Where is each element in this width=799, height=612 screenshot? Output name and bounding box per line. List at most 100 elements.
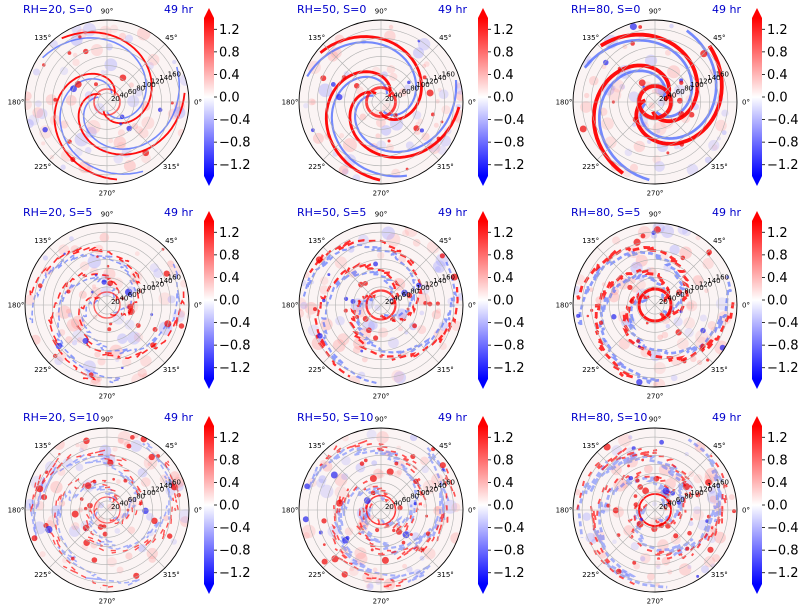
colorbar-tick-label: −0.8 — [493, 544, 525, 559]
angle-tick-label: 270° — [373, 393, 390, 401]
angle-tick-label: 180° — [556, 302, 573, 310]
angle-tick-label: 90° — [649, 416, 661, 424]
panel-title: RH=20, S=5 — [23, 206, 92, 219]
colorbar-gradient — [204, 18, 214, 176]
radial-tick-label: 120 — [699, 486, 712, 494]
radial-tick-label: 20 — [111, 503, 120, 511]
colorbar-tick-label: 0.8 — [219, 453, 240, 468]
radial-tick-label: 140 — [433, 277, 446, 285]
colorbar-tick-label: −0.8 — [767, 544, 799, 559]
angular-gridline — [596, 101, 656, 161]
colorbar-tick-label: −0.4 — [493, 113, 525, 128]
colorbar-tick-label: −0.8 — [219, 136, 251, 151]
colorbar-tick-label: −0.4 — [767, 113, 799, 128]
radial-tick-label: 20 — [659, 298, 668, 306]
angular-gridline — [106, 451, 166, 511]
angle-tick-label: 225° — [582, 571, 599, 579]
colorbar-tick-label: −1.2 — [493, 361, 525, 376]
radial-tick-label: 80 — [410, 493, 419, 501]
colorbar-tick-label: 0.8 — [493, 248, 514, 263]
radial-tick-label: 40 — [667, 92, 676, 100]
radial-tick-label: 160 — [442, 71, 455, 79]
angular-gridline — [654, 451, 714, 511]
radial-tick-label: 140 — [707, 277, 720, 285]
colorbar-extend-min — [204, 176, 214, 186]
colorbar-tick-label: 0.4 — [767, 271, 788, 286]
angular-gridline — [380, 43, 440, 103]
radial-tick-label: 40 — [119, 92, 128, 100]
colorbar-tick-label: 0.0 — [767, 91, 788, 106]
angle-tick-label: 315° — [437, 163, 454, 171]
angle-tick-label: 0° — [468, 99, 476, 107]
angle-tick-label: 135° — [308, 442, 325, 450]
angle-tick-label: 270° — [647, 598, 664, 606]
polar-frame — [298, 19, 464, 185]
angle-tick-label: 180° — [282, 302, 299, 310]
radial-tick-label: 160 — [716, 71, 729, 79]
radial-tick-label: 100 — [142, 81, 155, 89]
radial-tick-label: 20 — [111, 298, 120, 306]
colorbar-tick-label: 1.2 — [219, 431, 240, 446]
angle-tick-label: 135° — [34, 237, 51, 245]
radial-tick-label: 60 — [128, 496, 137, 504]
radial-tick-label: 60 — [676, 496, 685, 504]
angle-tick-label: 180° — [556, 507, 573, 515]
colorbar-extend-max — [478, 416, 488, 426]
radial-tick-label: 120 — [699, 78, 712, 86]
colorbar-tick-label: 1.2 — [493, 226, 514, 241]
angular-gridline — [596, 304, 656, 364]
panel-time-label: 49 hr — [438, 411, 467, 424]
angle-tick-label: 90° — [375, 211, 387, 219]
angle-tick-label: 225° — [582, 163, 599, 171]
angle-tick-label: 135° — [308, 237, 325, 245]
angle-tick-label: 0° — [468, 507, 476, 515]
polar-panel: 0°45°90°135°180°225°270°315°20 40 60 801001… — [8, 3, 251, 198]
colorbar-tick-label: 0.0 — [767, 499, 788, 514]
angular-gridline — [380, 101, 440, 161]
colorbar-tick-label: 0.8 — [767, 453, 788, 468]
radial-tick-label: 120 — [699, 281, 712, 289]
radial-tick-label: 120 — [425, 281, 438, 289]
angle-tick-label: 180° — [8, 99, 25, 107]
colorbar-tick-label: −1.2 — [493, 566, 525, 581]
angular-gridline — [322, 451, 382, 511]
vorticity-field — [25, 232, 188, 387]
colorbar-tick-label: 0.0 — [767, 294, 788, 309]
colorbar-tick-label: 1.2 — [767, 431, 788, 446]
colorbar-tick-label: 0.4 — [767, 68, 788, 83]
angular-gridline — [48, 43, 108, 103]
colorbar-extend-min — [752, 584, 762, 594]
radial-tick-label: 140 — [159, 482, 172, 490]
angle-tick-label: 135° — [582, 237, 599, 245]
radial-tick-label: 80 — [136, 493, 145, 501]
radial-tick-label: 160 — [168, 71, 181, 79]
colorbar-tick-label: −0.8 — [493, 136, 525, 151]
angle-tick-label: 315° — [437, 571, 454, 579]
colorbar-tick-label: −0.4 — [493, 316, 525, 331]
radial-tick-label: 100 — [416, 489, 429, 497]
colorbar-extend-max — [752, 8, 762, 18]
angle-tick-label: 45° — [713, 442, 725, 450]
angular-gridline — [48, 304, 108, 364]
colorbar-tick-label: 0.0 — [493, 91, 514, 106]
angular-gridline — [322, 246, 382, 306]
colorbar-extend-max — [204, 416, 214, 426]
colorbar-tick-label: −0.4 — [219, 316, 251, 331]
angle-tick-label: 315° — [711, 571, 728, 579]
polar-panel: 0°45°90°135°180°225°270°315°20 40 60 801001… — [282, 206, 525, 401]
colorbar-tick-label: −0.4 — [767, 521, 799, 536]
angular-gridline — [322, 304, 382, 364]
angle-tick-label: 45° — [165, 237, 177, 245]
angle-tick-label: 90° — [101, 211, 113, 219]
radial-tick-label: 60 — [676, 88, 685, 96]
radial-tick-label: 120 — [425, 486, 438, 494]
colorbar-tick-label: −0.8 — [767, 136, 799, 151]
angle-tick-label: 135° — [582, 34, 599, 42]
colorbar-tick-label: 0.8 — [493, 45, 514, 60]
angle-tick-label: 270° — [373, 598, 390, 606]
radial-tick-label: 20 — [659, 95, 668, 103]
angular-gridline — [48, 451, 108, 511]
angle-tick-label: 315° — [437, 366, 454, 374]
angular-gridline — [322, 509, 382, 569]
angle-tick-label: 225° — [582, 366, 599, 374]
